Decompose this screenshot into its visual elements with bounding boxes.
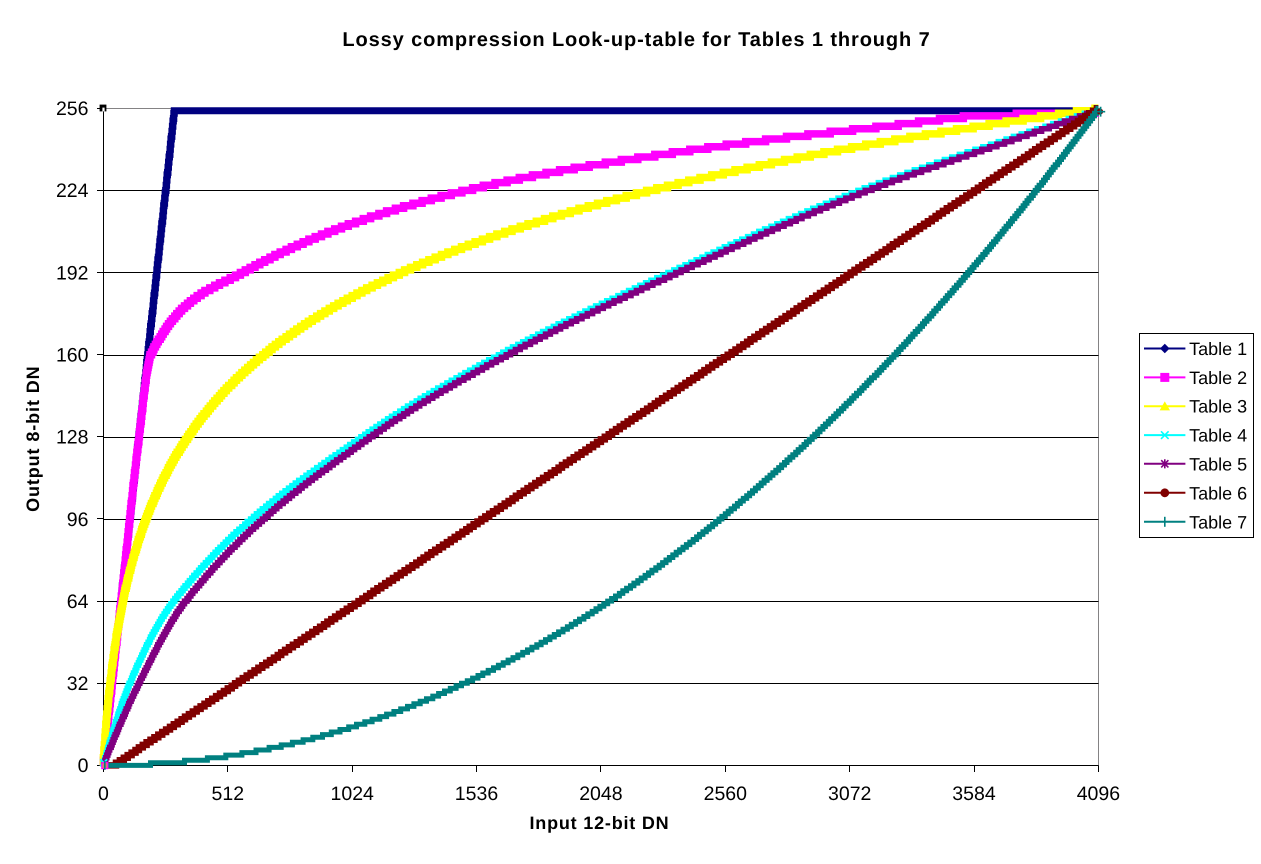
svg-text:Table 5: Table 5	[1189, 454, 1247, 474]
svg-text:Input 12-bit DN: Input 12-bit DN	[530, 813, 670, 833]
svg-text:Table 6: Table 6	[1189, 483, 1247, 503]
svg-text:224: 224	[56, 180, 89, 202]
svg-text:256: 256	[56, 98, 89, 120]
svg-text:3072: 3072	[828, 783, 871, 805]
svg-text:0: 0	[98, 783, 109, 805]
svg-text:Table 7: Table 7	[1189, 512, 1247, 532]
svg-text:1536: 1536	[455, 783, 498, 805]
svg-text:Output 8-bit DN: Output 8-bit DN	[23, 365, 43, 511]
svg-text:2560: 2560	[704, 783, 748, 805]
svg-text:0: 0	[78, 755, 89, 777]
svg-text:Lossy compression Look-up-tabl: Lossy compression Look-up-table for Tabl…	[342, 29, 930, 51]
svg-text:Table 4: Table 4	[1189, 426, 1247, 446]
svg-text:160: 160	[56, 345, 89, 367]
svg-text:3584: 3584	[952, 783, 996, 805]
svg-text:128: 128	[56, 427, 89, 449]
svg-text:1024: 1024	[331, 783, 375, 805]
svg-text:Table 1: Table 1	[1189, 339, 1247, 359]
svg-text:64: 64	[67, 591, 89, 613]
svg-text:192: 192	[56, 262, 89, 284]
svg-text:32: 32	[67, 673, 89, 695]
svg-text:Table 2: Table 2	[1189, 368, 1247, 388]
svg-text:2048: 2048	[579, 783, 622, 805]
svg-text:Table 3: Table 3	[1189, 397, 1247, 417]
svg-text:4096: 4096	[1077, 783, 1120, 805]
svg-text:512: 512	[212, 783, 245, 805]
svg-text:96: 96	[67, 509, 89, 531]
